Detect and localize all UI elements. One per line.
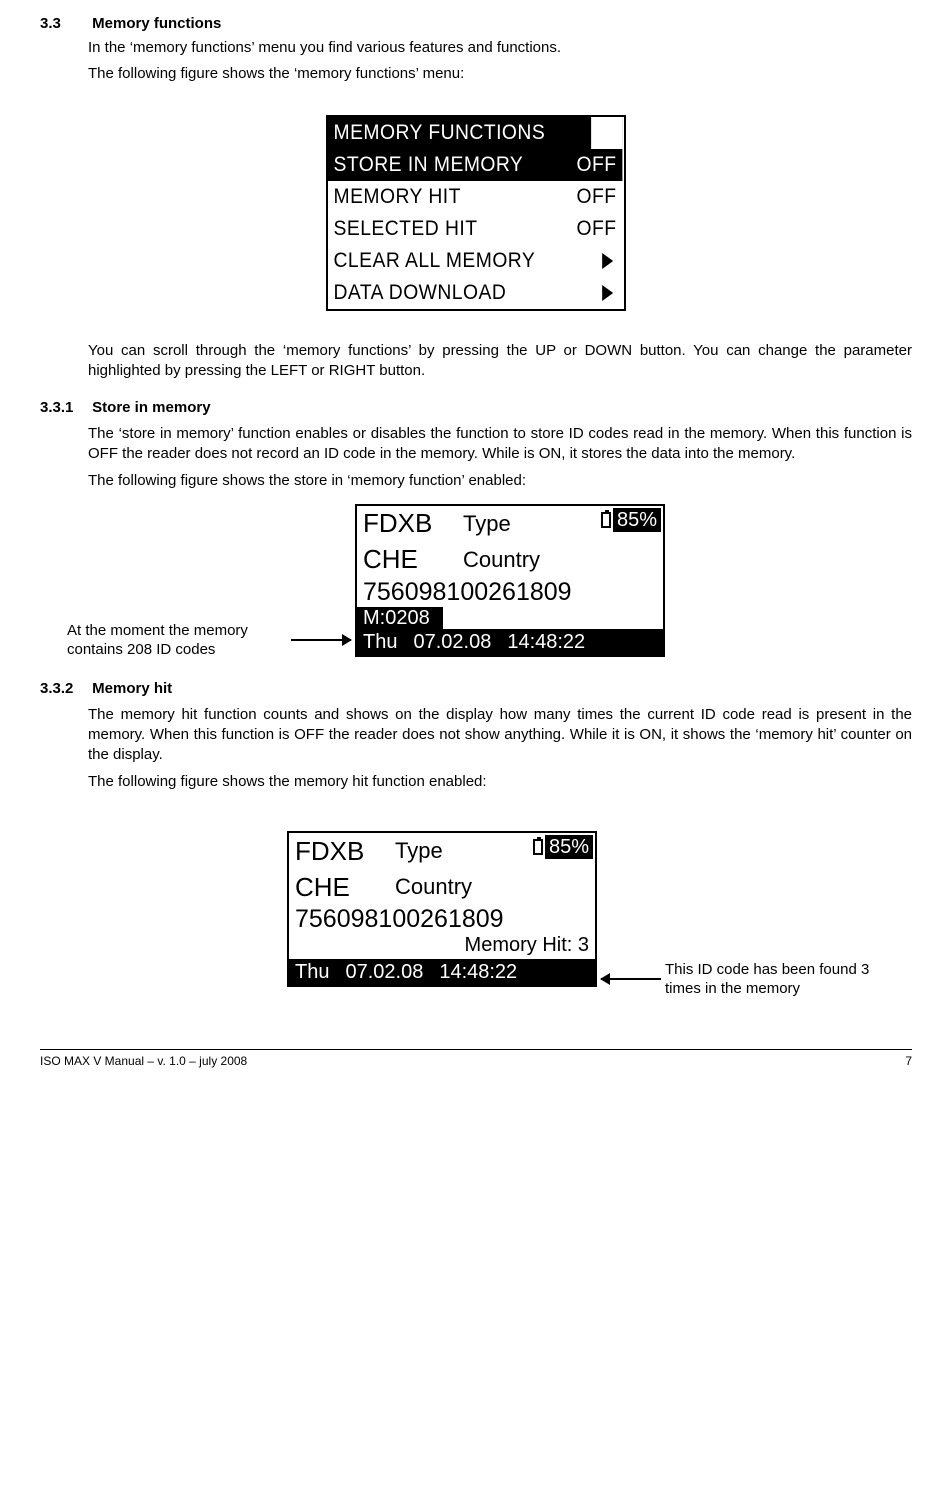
time-label-2: 14:48:22 — [439, 959, 517, 985]
sub2-paragraph-2: The following figure shows the memory hi… — [88, 772, 912, 792]
date-label: 07.02.08 — [413, 629, 491, 655]
menu-title-row: MEMORY FUNCTIONS — [328, 117, 622, 149]
sub1-paragraph-2: The following figure shows the store in … — [88, 471, 912, 491]
date-bar-2: Thu 07.02.08 14:48:22 — [289, 959, 595, 985]
section-title: Memory functions — [92, 15, 221, 32]
sub2-paragraph-1: The memory hit function counts and shows… — [88, 705, 912, 766]
battery-indicator-2: 85% — [533, 835, 593, 859]
day-label-2: Thu — [295, 959, 329, 985]
type-label: Type — [463, 511, 511, 537]
after-menu-paragraph: You can scroll through the ‘memory funct… — [88, 341, 912, 382]
arrow-left-icon — [601, 978, 661, 980]
subsection-2-title: Memory hit — [92, 680, 172, 697]
sub1-paragraph-1: The ‘store in memory’ function enables o… — [88, 424, 912, 465]
menu-row-label: CLEAR ALL MEMORY — [334, 249, 602, 273]
menu-row-label: SELECTED HIT — [334, 217, 577, 241]
subsection-1-title: Store in memory — [92, 399, 210, 416]
section-number: 3.3 — [40, 15, 88, 32]
menu-row: STORE IN MEMORYOFF — [328, 149, 622, 181]
country-label: Country — [463, 547, 540, 573]
memory-hit-display: 85% FDXB Type CHE Country 75609810026180… — [287, 831, 597, 987]
menu-row-value: OFF — [577, 185, 617, 209]
menu-row-value: OFF — [577, 153, 617, 177]
store-in-memory-display: 85% FDXB Type CHE Country 75609810026180… — [355, 504, 665, 657]
battery-percent-2: 85% — [545, 835, 593, 859]
arrow-right-icon — [291, 639, 351, 641]
menu-row-label: STORE IN MEMORY — [334, 153, 577, 177]
date-label-2: 07.02.08 — [345, 959, 423, 985]
memory-hit-line: Memory Hit: 3 — [289, 934, 595, 959]
menu-row: DATA DOWNLOAD — [328, 277, 622, 309]
chevron-right-icon — [602, 253, 613, 269]
type-label-2: Type — [395, 838, 443, 864]
type-code-2: FDXB — [295, 836, 395, 867]
menu-row-value: OFF — [577, 217, 617, 241]
display1-callout: At the moment the memory contains 208 ID… — [67, 621, 287, 660]
menu-title: MEMORY FUNCTIONS — [334, 121, 546, 145]
memory-functions-menu: MEMORY FUNCTIONS STORE IN MEMORYOFFMEMOR… — [326, 115, 626, 311]
type-code: FDXB — [363, 508, 463, 539]
menu-title-whitebox — [591, 117, 622, 149]
subsection-2-number: 3.3.2 — [40, 680, 88, 697]
day-label: Thu — [363, 629, 397, 655]
intro-paragraph-2: The following figure shows the ‘memory f… — [88, 64, 912, 84]
intro-paragraph-1: In the ‘memory functions’ menu you find … — [88, 38, 912, 58]
date-bar: Thu 07.02.08 14:48:22 — [357, 629, 663, 655]
time-label: 14:48:22 — [507, 629, 585, 655]
footer-page-number: 7 — [905, 1054, 912, 1068]
menu-row-label: MEMORY HIT — [334, 185, 577, 209]
display2-callout: This ID code has been found 3 times in t… — [665, 960, 885, 999]
battery-indicator: 85% — [601, 508, 661, 532]
subsection-1-number: 3.3.1 — [40, 399, 88, 416]
menu-row-label: DATA DOWNLOAD — [334, 281, 602, 305]
country-code-2: CHE — [295, 872, 395, 903]
battery-icon — [601, 512, 611, 528]
memory-count: M:0208 — [357, 607, 443, 629]
battery-icon-2 — [533, 839, 543, 855]
battery-percent: 85% — [613, 508, 661, 532]
menu-row: MEMORY HITOFF — [328, 181, 622, 213]
country-label-2: Country — [395, 874, 472, 900]
footer-left: ISO MAX V Manual – v. 1.0 – july 2008 — [40, 1054, 247, 1068]
subsection-1-heading: 3.3.1 Store in memory — [40, 399, 912, 416]
subsection-2-heading: 3.3.2 Memory hit — [40, 680, 912, 697]
page-footer: ISO MAX V Manual – v. 1.0 – july 2008 7 — [40, 1049, 912, 1068]
id-number-2: 756098100261809 — [289, 905, 595, 934]
id-number: 756098100261809 — [357, 578, 663, 607]
menu-row: SELECTED HITOFF — [328, 213, 622, 245]
section-heading: 3.3 Memory functions — [40, 15, 912, 32]
country-code: CHE — [363, 544, 463, 575]
menu-row: CLEAR ALL MEMORY — [328, 245, 622, 277]
chevron-right-icon — [602, 285, 613, 301]
